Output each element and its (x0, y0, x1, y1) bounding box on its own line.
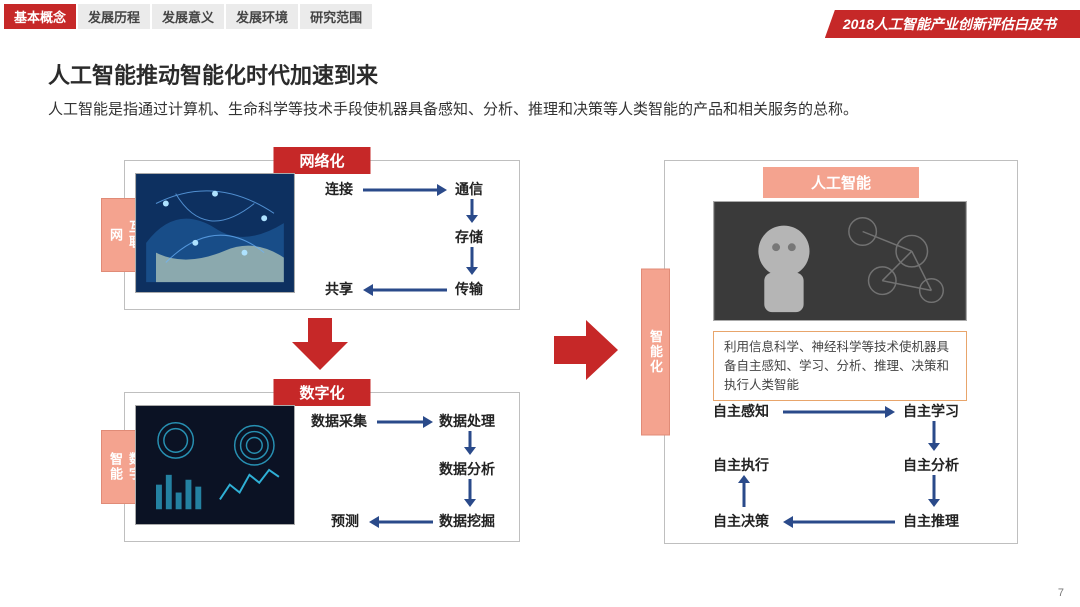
node-self-execute: 自主执行 (713, 455, 769, 475)
node-self-analyze: 自主分析 (903, 455, 959, 475)
arrow-icon (369, 515, 433, 529)
node-data-mine: 数据挖掘 (439, 511, 495, 531)
node-predict: 预测 (331, 511, 359, 531)
arrow-icon (737, 475, 751, 507)
arrow-icon (377, 415, 433, 429)
node-transfer: 传输 (455, 279, 483, 299)
arrow-icon (363, 283, 447, 297)
big-arrow-right-icon (554, 318, 618, 382)
arrow-icon (363, 183, 447, 197)
arrow-icon (783, 515, 895, 529)
arrow-icon (927, 421, 941, 451)
arrow-icon (783, 405, 895, 419)
node-data-analyze: 数据分析 (439, 459, 495, 479)
dashboard-image (135, 405, 295, 525)
node-self-reason: 自主推理 (903, 511, 959, 531)
arrow-icon (463, 479, 477, 507)
page-number: 7 (1058, 587, 1064, 599)
node-comm: 通信 (455, 179, 483, 199)
arrow-icon (465, 247, 479, 275)
tab-significance[interactable]: 发展意义 (152, 4, 224, 29)
node-self-decide: 自主决策 (713, 511, 769, 531)
panel-digital-header: 数字化 (273, 379, 370, 406)
panel-ai: 智能化 人工智能 利用信息科学、神经科学等技术使机器具备自主感知、学习、分析、推… (664, 160, 1018, 544)
report-banner: 2018人工智能产业创新评估白皮书 (825, 10, 1080, 38)
node-share: 共享 (325, 279, 353, 299)
node-storage: 存储 (455, 227, 483, 247)
tab-basic-concept[interactable]: 基本概念 (4, 4, 76, 29)
tab-history[interactable]: 发展历程 (78, 4, 150, 29)
node-data-collect: 数据采集 (311, 411, 367, 431)
tab-scope[interactable]: 研究范围 (300, 4, 372, 29)
panel-ai-header: 人工智能 (763, 167, 919, 198)
world-network-image (135, 173, 295, 293)
panel-digital: 数字化 数字智能 数据采集 数据处理 数据分析 数据挖掘 预测 (124, 392, 520, 542)
page-title: 人工智能推动智能化时代加速到来 (48, 58, 378, 90)
arrow-icon (465, 199, 479, 223)
arrow-icon (463, 431, 477, 455)
panel-networking-header: 网络化 (273, 147, 370, 174)
panel-ai-side-label: 智能化 (641, 269, 670, 436)
robot-image (713, 201, 967, 321)
ai-description: 利用信息科学、神经科学等技术使机器具备自主感知、学习、分析、推理、决策和执行人类… (713, 331, 967, 401)
tab-environment[interactable]: 发展环境 (226, 4, 298, 29)
arrow-icon (927, 475, 941, 507)
page-subtitle: 人工智能是指通过计算机、生命科学等技术手段使机器具备感知、分析、推理和决策等人类… (48, 98, 858, 119)
node-connect: 连接 (325, 179, 353, 199)
node-self-perceive: 自主感知 (713, 401, 769, 421)
node-self-learn: 自主学习 (903, 401, 959, 421)
panel-networking: 网络化 互联网 连接 通信 存储 传输 共享 (124, 160, 520, 310)
node-data-process: 数据处理 (439, 411, 495, 431)
big-arrow-down-icon (290, 318, 350, 370)
